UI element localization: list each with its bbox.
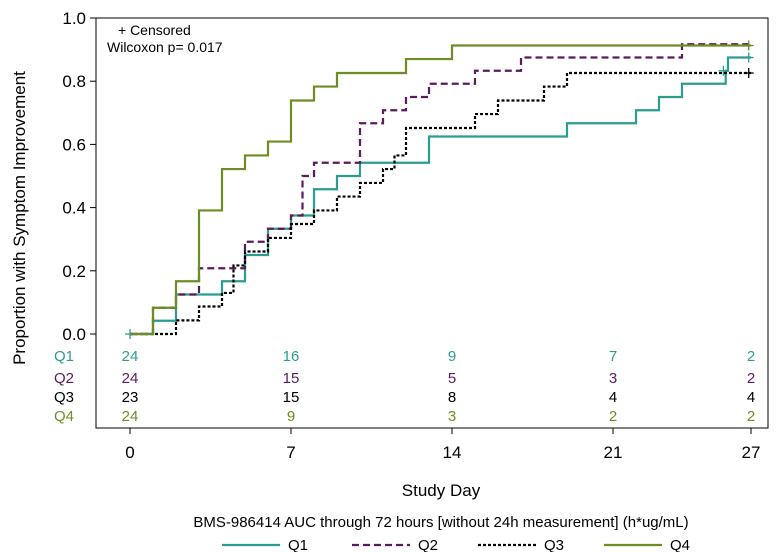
- risk-count: 2: [747, 370, 755, 387]
- x-tick-label: 21: [604, 443, 623, 462]
- legend-entry-q3: Q3: [544, 537, 564, 552]
- at-risk-table: Q1 24 16 9 7 2 Q2 24 15 5 3 2 Q3 23 15 8 4 4 Q4 24 9 3 2 2: [54, 348, 755, 425]
- y-axis-title: Proportion with Symptom Improvement: [10, 71, 29, 365]
- risk-count: 24: [122, 408, 139, 425]
- risk-row-label: Q1: [54, 348, 74, 365]
- legend-title: BMS-986414 AUC through 72 hours [without…: [193, 514, 688, 531]
- x-tick-label: 0: [125, 443, 134, 462]
- y-tick-label: 0.0: [62, 325, 86, 344]
- risk-count: 24: [122, 370, 139, 387]
- y-tick-label: 1.0: [62, 9, 86, 28]
- km-curves: [125, 40, 754, 339]
- censor-mark-q4: [743, 40, 754, 51]
- risk-count: 2: [747, 408, 755, 425]
- y-tick-label: 0.6: [62, 135, 86, 154]
- km-curve-q3: [130, 71, 751, 336]
- censored-note: + Censored: [118, 22, 191, 38]
- x-tick-label: 27: [742, 443, 761, 462]
- legend: Q1 Q2 Q3 Q4: [222, 537, 690, 552]
- risk-count: 15: [283, 389, 300, 406]
- plot-frame: [95, 17, 769, 429]
- risk-count: 8: [448, 389, 456, 406]
- risk-count: 4: [747, 389, 755, 406]
- censor-mark-q1: [743, 52, 754, 63]
- censor-mark-q3: [743, 67, 754, 78]
- y-tick-label: 0.2: [62, 262, 86, 281]
- censor-mark-q1: [718, 65, 729, 76]
- risk-count: 7: [609, 348, 617, 365]
- pvalue-note: Wilcoxon p= 0.017: [107, 39, 223, 55]
- risk-count: 3: [609, 370, 617, 387]
- risk-row-label: Q3: [54, 389, 74, 406]
- km-curve-q2: [130, 43, 751, 336]
- risk-count: 9: [448, 348, 456, 365]
- legend-entry-q2: Q2: [418, 537, 438, 552]
- x-axis-title: Study Day: [402, 481, 481, 500]
- risk-row-label: Q2: [54, 370, 74, 387]
- axes: 0.00.20.40.60.81.00 7 14 21 27: [62, 9, 769, 462]
- risk-count: 3: [448, 408, 456, 425]
- risk-count: 24: [122, 348, 139, 365]
- km-curve-q4: [130, 44, 751, 336]
- risk-count: 5: [448, 370, 456, 387]
- risk-count: 16: [283, 348, 300, 365]
- risk-count: 23: [122, 389, 139, 406]
- y-tick-label: 0.8: [62, 72, 86, 91]
- x-tick-label: 7: [286, 443, 295, 462]
- legend-entry-q1: Q1: [288, 537, 308, 552]
- y-tick-label: 0.4: [62, 199, 86, 218]
- risk-row-label: Q4: [54, 408, 74, 425]
- risk-count: 2: [609, 408, 617, 425]
- risk-count: 9: [287, 408, 295, 425]
- risk-count: 2: [747, 348, 755, 365]
- x-tick-label: 14: [443, 443, 462, 462]
- legend-entry-q4: Q4: [670, 537, 690, 552]
- risk-count: 15: [283, 370, 300, 387]
- risk-count: 4: [609, 389, 617, 406]
- km-curve-q1: [130, 56, 751, 336]
